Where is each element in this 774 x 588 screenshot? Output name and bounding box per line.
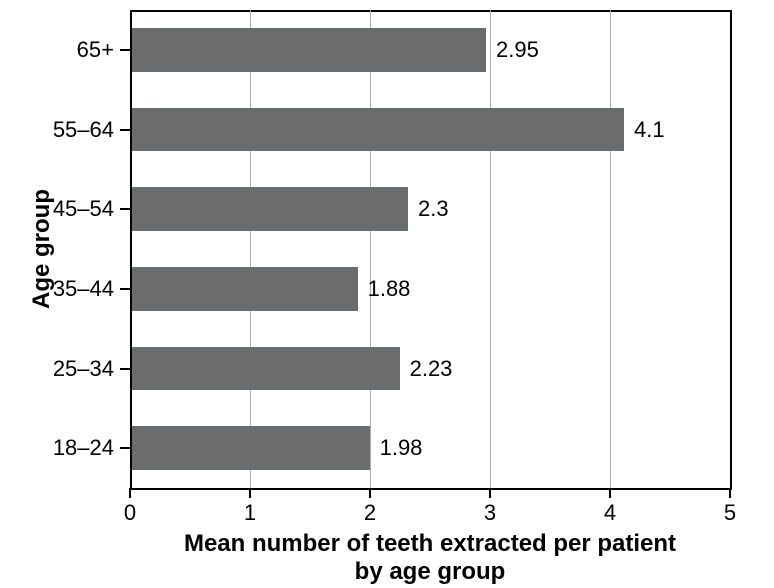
x-axis-title-line1: Mean number of teeth extracted per patie… bbox=[184, 530, 676, 558]
y-tick-label: 65+ bbox=[0, 37, 114, 63]
y-tick-mark bbox=[120, 447, 130, 449]
gridline bbox=[490, 10, 491, 488]
x-tick-label: 0 bbox=[124, 500, 136, 526]
bar-value-label: 2.3 bbox=[418, 196, 449, 222]
x-tick-label: 2 bbox=[364, 500, 376, 526]
y-tick-mark bbox=[120, 49, 130, 51]
y-axis bbox=[130, 10, 132, 490]
x-tick-label: 1 bbox=[244, 500, 256, 526]
bar bbox=[132, 108, 624, 152]
bar bbox=[132, 426, 370, 470]
bar-value-label: 2.23 bbox=[410, 356, 453, 382]
y-tick-label: 45–54 bbox=[0, 196, 114, 222]
bar bbox=[132, 187, 408, 231]
y-tick-mark bbox=[120, 129, 130, 131]
x-tick-mark bbox=[369, 488, 371, 498]
bar-value-label: 4.1 bbox=[634, 117, 665, 143]
y-tick-label: 55–64 bbox=[0, 117, 114, 143]
plot-area bbox=[130, 10, 732, 490]
y-tick-label: 18–24 bbox=[0, 435, 114, 461]
bar bbox=[132, 267, 358, 311]
gridline bbox=[370, 10, 371, 488]
y-tick-label: 25–34 bbox=[0, 356, 114, 382]
x-tick-mark bbox=[129, 488, 131, 498]
x-tick-label: 3 bbox=[484, 500, 496, 526]
x-tick-mark bbox=[489, 488, 491, 498]
y-tick-label: 35–44 bbox=[0, 276, 114, 302]
bar bbox=[132, 28, 486, 72]
x-tick-mark bbox=[609, 488, 611, 498]
gridline bbox=[250, 10, 251, 488]
x-tick-label: 4 bbox=[604, 500, 616, 526]
bar-value-label: 2.95 bbox=[496, 37, 539, 63]
gridline bbox=[610, 10, 611, 488]
x-tick-label: 5 bbox=[724, 500, 736, 526]
bar-value-label: 1.88 bbox=[368, 276, 411, 302]
bar bbox=[132, 347, 400, 391]
bar-value-label: 1.98 bbox=[380, 435, 423, 461]
y-tick-mark bbox=[120, 368, 130, 370]
x-tick-mark bbox=[729, 488, 731, 498]
x-axis-title-line2: by age group bbox=[355, 558, 506, 586]
y-tick-mark bbox=[120, 288, 130, 290]
x-tick-mark bbox=[249, 488, 251, 498]
chart-container: 0 1 2 3 4 5 65+ 55–64 45–54 35–44 25–34 18–24 2.95… bbox=[0, 0, 774, 588]
y-axis-title: Age group bbox=[28, 189, 56, 309]
x-axis bbox=[130, 488, 732, 490]
y-tick-mark bbox=[120, 208, 130, 210]
